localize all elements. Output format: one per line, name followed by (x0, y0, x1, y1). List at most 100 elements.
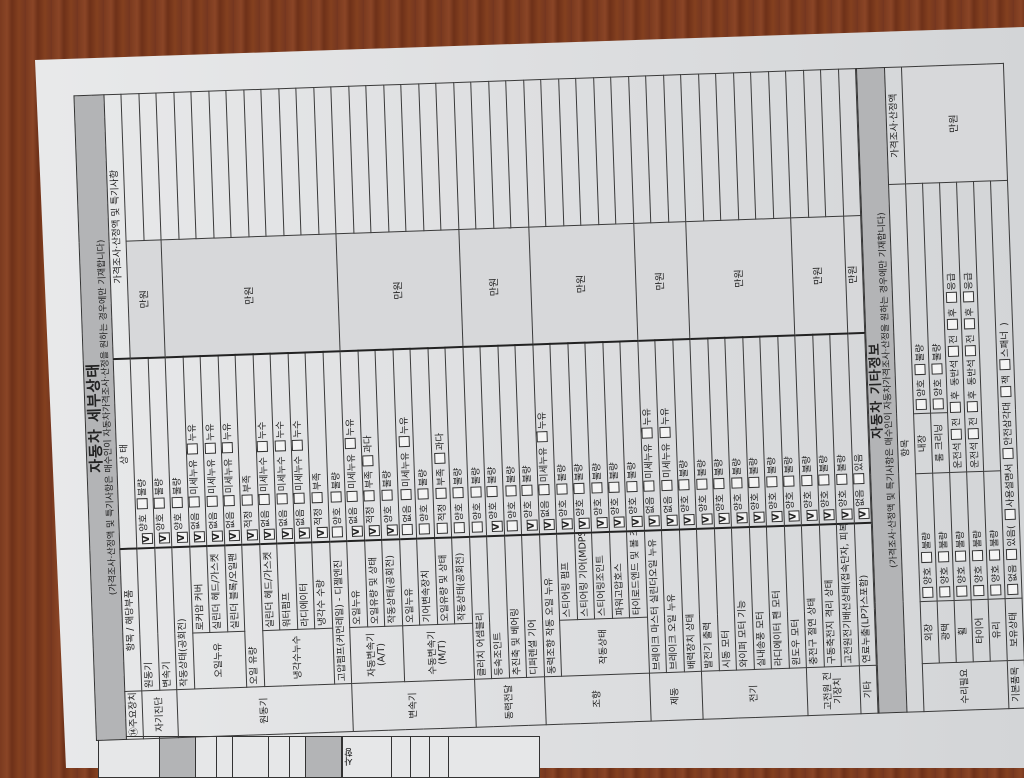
checkbox[interactable] (398, 435, 410, 448)
state-option[interactable]: V적정 (243, 510, 259, 542)
checkbox[interactable] (661, 479, 673, 492)
checkbox[interactable] (914, 363, 926, 375)
checkbox[interactable]: V (543, 519, 556, 531)
checkbox[interactable] (591, 482, 603, 494)
state-option[interactable]: 과다 (433, 433, 446, 464)
state-option[interactable]: 불량 (417, 469, 430, 500)
checkbox[interactable]: V (369, 525, 381, 537)
state-option[interactable]: 불량 (505, 466, 518, 497)
state-option[interactable]: V양호 (680, 495, 696, 526)
state-option[interactable]: 부족 (363, 471, 376, 502)
checkbox[interactable] (401, 524, 413, 536)
checkbox[interactable] (293, 492, 306, 504)
state-option[interactable]: 과다 (362, 435, 375, 467)
state-option[interactable]: 누유 (221, 423, 234, 454)
checkbox[interactable] (947, 318, 959, 331)
checkbox[interactable] (573, 482, 586, 495)
checkbox[interactable] (435, 487, 447, 500)
state-option[interactable]: 양호 (471, 502, 484, 534)
checkbox[interactable]: V (281, 528, 294, 540)
checkbox[interactable]: V (823, 509, 836, 521)
checkbox[interactable] (344, 437, 356, 450)
checkbox[interactable] (505, 485, 517, 497)
checkbox[interactable]: V (386, 524, 398, 537)
checkbox[interactable] (990, 584, 1002, 596)
state-option[interactable]: 있음 (853, 454, 866, 485)
checkbox[interactable]: V (141, 533, 154, 545)
position-option[interactable]: 후 (949, 391, 963, 413)
checkbox[interactable] (506, 520, 518, 533)
checkbox[interactable] (187, 443, 199, 455)
state-option[interactable]: V적정 (313, 508, 329, 539)
state-option[interactable]: V양호 (488, 502, 503, 533)
checkbox[interactable]: V (841, 508, 853, 521)
checkbox[interactable]: V (858, 508, 871, 520)
state-option[interactable]: 불량 (988, 529, 1001, 561)
checkbox[interactable] (363, 490, 376, 502)
checkbox[interactable]: V (578, 518, 591, 530)
state-option[interactable]: V없음 (540, 500, 556, 531)
state-option[interactable]: 불량 (920, 532, 933, 563)
checkbox[interactable] (999, 359, 1011, 371)
checkbox[interactable] (1004, 509, 1017, 521)
state-option[interactable]: 미세누유 (642, 443, 656, 492)
checkbox[interactable]: V (211, 530, 224, 543)
checkbox[interactable] (331, 526, 344, 539)
state-option[interactable]: 누유 (536, 412, 549, 443)
checkbox[interactable] (731, 477, 743, 489)
state-option[interactable]: V없음 (348, 507, 363, 538)
checkbox[interactable] (836, 473, 848, 486)
checkbox[interactable]: V (561, 518, 573, 531)
price-cell[interactable]: 만원 (790, 216, 848, 336)
checkbox[interactable] (946, 292, 958, 304)
checkbox[interactable]: V (351, 526, 363, 538)
state-option[interactable]: 미세누수 (275, 456, 289, 505)
state-option[interactable]: 부족 (241, 475, 254, 506)
state-option[interactable]: V양호 (593, 498, 608, 529)
price-cell[interactable]: 만원 (336, 229, 463, 352)
state-option[interactable]: V양호 (138, 514, 154, 545)
state-option[interactable]: 부족 (435, 468, 448, 500)
checkbox[interactable] (989, 548, 1001, 561)
state-option[interactable]: 누유 (659, 407, 672, 439)
state-option[interactable]: 누수 (256, 421, 269, 453)
checkbox[interactable]: V (648, 515, 661, 528)
state-option[interactable]: 없음 (401, 505, 414, 536)
position-option[interactable]: 응급 (962, 272, 975, 303)
checkbox[interactable]: V (771, 511, 783, 523)
checkbox[interactable] (362, 454, 374, 467)
checkbox[interactable] (955, 550, 967, 562)
state-option[interactable]: 양호 (990, 565, 1003, 596)
state-option[interactable]: 누유 (186, 424, 199, 455)
checkbox[interactable] (241, 494, 253, 506)
checkbox[interactable] (972, 549, 984, 561)
checkbox[interactable] (931, 362, 943, 375)
state-option[interactable]: V양호 (523, 500, 538, 532)
checkbox[interactable] (965, 345, 977, 357)
state-option[interactable]: 미세누수 (258, 457, 272, 506)
checkbox[interactable] (853, 473, 865, 485)
checkbox[interactable] (921, 551, 933, 563)
checkbox[interactable] (643, 480, 656, 492)
checkbox[interactable] (153, 497, 166, 509)
state-option[interactable]: V없음 (260, 510, 276, 541)
state-option[interactable]: 양호 (973, 565, 986, 597)
state-option[interactable]: 불량 (136, 479, 149, 510)
state-option[interactable]: V양호 (610, 497, 626, 529)
state-option[interactable]: V적정 (365, 506, 381, 537)
state-option[interactable]: 불량 (783, 456, 796, 487)
checkbox[interactable] (766, 476, 778, 488)
state-option[interactable]: V양호 (733, 493, 748, 525)
state-option[interactable]: 있음( (1005, 525, 1018, 560)
checkbox[interactable] (967, 427, 980, 440)
position-option[interactable]: 전 (948, 335, 961, 357)
checkbox[interactable] (188, 496, 201, 508)
state-option[interactable]: 없음 (1007, 564, 1020, 596)
checkbox[interactable] (311, 491, 323, 504)
state-option[interactable]: 불량 (678, 460, 691, 491)
checkbox[interactable] (521, 484, 533, 497)
state-option[interactable]: V양호 (383, 505, 398, 537)
price-cell[interactable]: 만원 (161, 233, 341, 358)
state-option[interactable]: V양호 (820, 490, 836, 521)
state-option[interactable]: 누유 (204, 423, 217, 455)
